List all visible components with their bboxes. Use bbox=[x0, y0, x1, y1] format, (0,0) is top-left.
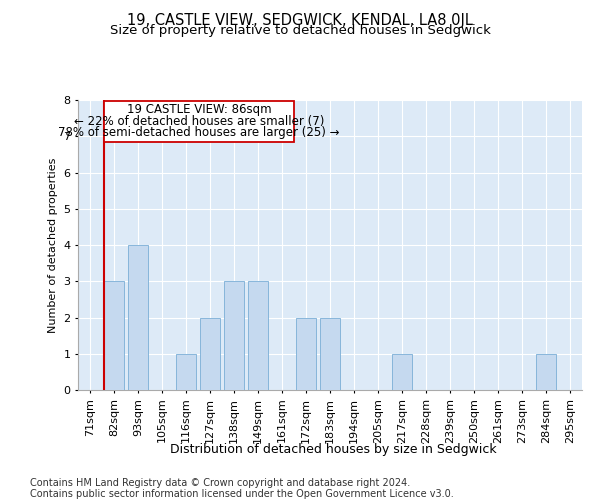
Bar bbox=[392, 354, 412, 390]
Bar bbox=[320, 318, 340, 390]
Bar bbox=[296, 318, 316, 390]
Y-axis label: Number of detached properties: Number of detached properties bbox=[47, 158, 58, 332]
Bar bbox=[176, 354, 196, 390]
Bar bbox=[248, 281, 268, 390]
Bar bbox=[536, 354, 556, 390]
Bar bbox=[128, 245, 148, 390]
Bar bbox=[104, 281, 124, 390]
Text: Contains public sector information licensed under the Open Government Licence v3: Contains public sector information licen… bbox=[30, 489, 454, 499]
FancyBboxPatch shape bbox=[104, 100, 294, 141]
Text: Size of property relative to detached houses in Sedgwick: Size of property relative to detached ho… bbox=[110, 24, 490, 37]
Bar bbox=[200, 318, 220, 390]
Text: 19 CASTLE VIEW: 86sqm: 19 CASTLE VIEW: 86sqm bbox=[127, 104, 272, 117]
Bar bbox=[224, 281, 244, 390]
Text: ← 22% of detached houses are smaller (7): ← 22% of detached houses are smaller (7) bbox=[74, 114, 325, 128]
Text: Contains HM Land Registry data © Crown copyright and database right 2024.: Contains HM Land Registry data © Crown c… bbox=[30, 478, 410, 488]
Text: Distribution of detached houses by size in Sedgwick: Distribution of detached houses by size … bbox=[170, 442, 496, 456]
Text: 19, CASTLE VIEW, SEDGWICK, KENDAL, LA8 0JL: 19, CASTLE VIEW, SEDGWICK, KENDAL, LA8 0… bbox=[127, 12, 473, 28]
Text: 78% of semi-detached houses are larger (25) →: 78% of semi-detached houses are larger (… bbox=[58, 126, 340, 139]
